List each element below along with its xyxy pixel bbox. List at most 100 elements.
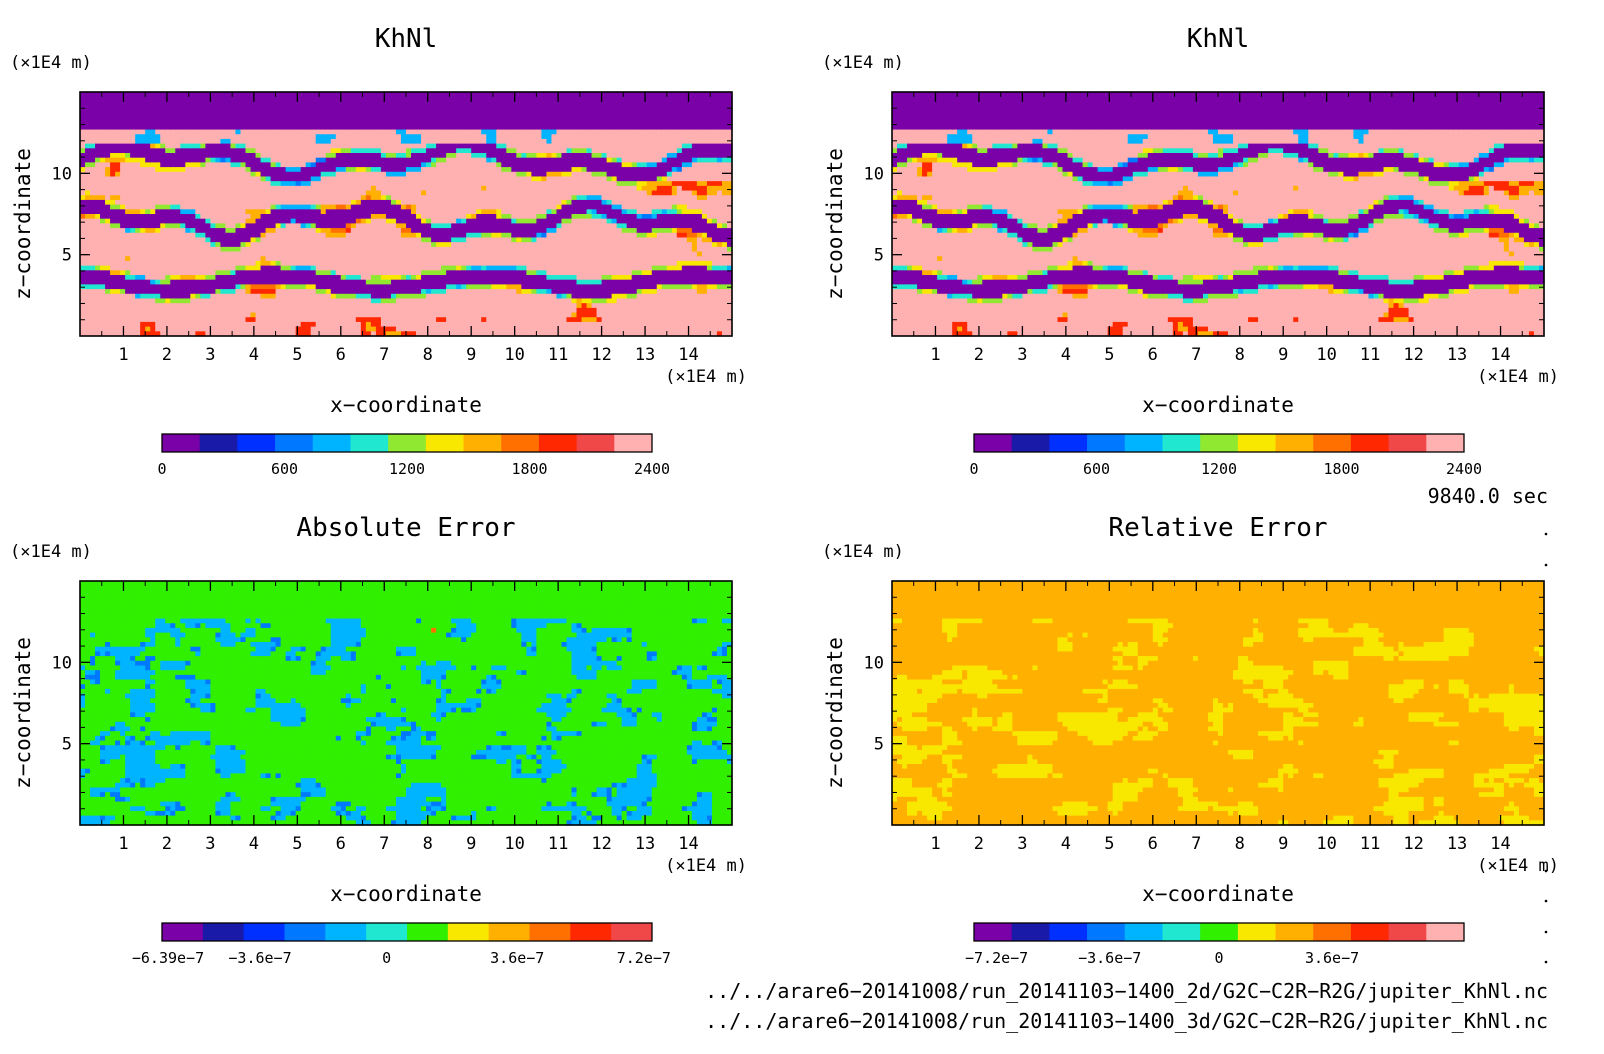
heatmap-cell — [395, 185, 402, 192]
heatmap-cell — [451, 129, 457, 135]
heatmap-cell — [130, 153, 136, 159]
heatmap-cell — [451, 293, 457, 300]
heatmap-cell — [541, 199, 548, 206]
heatmap-cell — [390, 237, 397, 243]
heatmap-cell — [546, 265, 553, 271]
heatmap-cell — [125, 312, 131, 318]
heatmap-cell — [280, 270, 287, 276]
heatmap-cell — [446, 331, 452, 337]
heatmap-cell — [210, 171, 217, 178]
heatmap-cell — [325, 157, 332, 163]
heatmap-cell — [506, 171, 512, 178]
heatmap-cell — [390, 96, 397, 102]
heatmap-cell — [150, 143, 156, 149]
heatmap-cell — [370, 214, 377, 220]
heatmap-cell — [511, 307, 517, 314]
heatmap-cell — [481, 223, 487, 229]
heatmap-cell — [120, 138, 126, 145]
heatmap-cell — [230, 321, 237, 328]
heatmap-cell — [456, 204, 462, 210]
heatmap-cell — [205, 228, 211, 234]
heatmap-cell — [310, 251, 317, 257]
heatmap-cell — [556, 298, 563, 304]
heatmap-cell — [95, 110, 101, 117]
heatmap-cell — [551, 307, 558, 314]
heatmap-cell — [466, 289, 472, 295]
heatmap-cell — [260, 270, 267, 276]
heatmap-cell — [476, 265, 482, 271]
heatmap-cell — [486, 293, 492, 300]
heatmap-cell — [406, 307, 412, 314]
heatmap-cell — [80, 331, 86, 337]
heatmap-cell — [536, 298, 543, 304]
heatmap-cell — [461, 326, 467, 332]
heatmap-cell — [486, 110, 492, 117]
heatmap-cell — [330, 307, 337, 314]
heatmap-cell — [436, 321, 442, 328]
heatmap-cell — [265, 153, 272, 159]
heatmap-cell — [325, 162, 332, 168]
heatmap-cell — [155, 143, 161, 149]
heatmap-cell — [506, 228, 512, 234]
heatmap-cell — [115, 115, 121, 121]
heatmap-cell — [531, 195, 537, 201]
heatmap-cell — [370, 92, 377, 98]
heatmap-cell — [170, 303, 176, 309]
heatmap-cell — [320, 303, 327, 309]
heatmap-cell — [370, 246, 377, 253]
heatmap-cell — [431, 218, 437, 224]
heatmap-cell — [426, 246, 432, 253]
heatmap-cell — [205, 303, 211, 309]
heatmap-cell — [280, 218, 287, 224]
heatmap-cell — [481, 237, 487, 243]
heatmap-cell — [215, 256, 222, 262]
heatmap-cell — [556, 317, 563, 323]
heatmap-cell — [551, 317, 558, 323]
heatmap-cell — [225, 181, 232, 187]
heatmap-cell — [100, 124, 106, 131]
heatmap-cell — [215, 148, 222, 154]
heatmap-cell — [105, 209, 111, 215]
heatmap-cell — [195, 138, 201, 145]
heatmap-cell — [250, 153, 257, 159]
heatmap-cell — [110, 157, 116, 163]
heatmap-cell — [456, 326, 462, 332]
heatmap-cell — [400, 223, 407, 229]
heatmap-cell — [335, 124, 342, 131]
heatmap-cell — [360, 190, 367, 196]
heatmap-cell — [280, 106, 287, 112]
heatmap-cell — [170, 237, 176, 243]
heatmap-cell — [285, 134, 292, 140]
heatmap-cell — [165, 265, 171, 271]
heatmap-cell — [275, 218, 282, 224]
heatmap-cell — [511, 129, 517, 135]
heatmap-cell — [255, 176, 262, 182]
heatmap-cell — [370, 223, 377, 229]
heatmap-cell — [315, 195, 322, 201]
heatmap-cell — [205, 232, 211, 239]
heatmap-cell — [340, 214, 347, 220]
heatmap-cell — [90, 256, 96, 262]
heatmap-cell — [355, 237, 362, 243]
heatmap-cell — [100, 92, 106, 98]
heatmap-cell — [240, 218, 247, 224]
heatmap-cell — [315, 218, 322, 224]
heatmap-cell — [205, 289, 211, 295]
heatmap-cell — [421, 167, 427, 173]
heatmap-cell — [205, 148, 211, 154]
heatmap-cell — [385, 237, 392, 243]
heatmap-cell — [160, 214, 166, 220]
heatmap-cell — [330, 143, 337, 149]
heatmap-cell — [380, 289, 387, 295]
heatmap-cell — [375, 289, 382, 295]
heatmap-cell — [265, 199, 272, 206]
heatmap-cell — [155, 298, 161, 304]
heatmap-cell — [551, 223, 558, 229]
heatmap-cell — [521, 275, 527, 281]
heatmap-cell — [375, 242, 382, 248]
heatmap-cell — [230, 298, 237, 304]
heatmap-cell — [345, 251, 352, 257]
heatmap-cell — [100, 321, 106, 328]
heatmap-cell — [375, 284, 382, 290]
heatmap-cell — [280, 289, 287, 295]
